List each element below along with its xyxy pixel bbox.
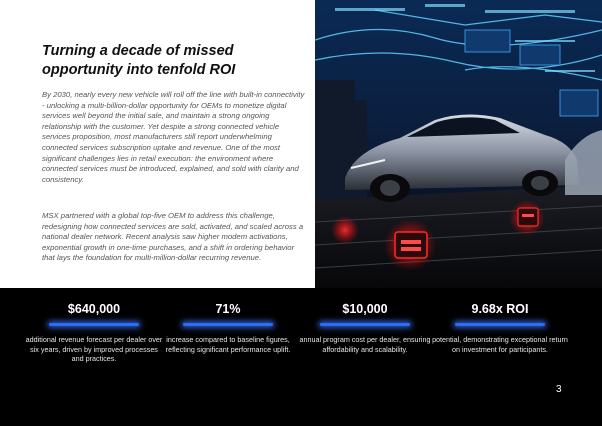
stat-description: additional revenue forecast per dealer o… bbox=[25, 335, 163, 364]
paragraph-intro: By 2030, nearly every new vehicle will r… bbox=[42, 90, 305, 184]
stat-value: 9.68x ROI bbox=[471, 302, 529, 316]
stat-value: 71% bbox=[215, 302, 241, 316]
stat-accent-bar bbox=[455, 323, 545, 326]
page-number: 3 bbox=[556, 384, 562, 395]
stats-bar: $640,000 additional revenue forecast per… bbox=[0, 288, 602, 426]
top-section: Turning a decade of missed opportunity i… bbox=[0, 0, 602, 288]
stat-description: annual program cost per dealer, ensuring… bbox=[299, 335, 431, 354]
stat-accent-bar bbox=[49, 323, 139, 326]
stat-accent-bar bbox=[320, 323, 410, 326]
text-panel: Turning a decade of missed opportunity i… bbox=[0, 0, 315, 288]
headline: Turning a decade of missed opportunity i… bbox=[42, 43, 236, 78]
paragraph-partnership: MSX partnered with a global top-five OEM… bbox=[42, 211, 304, 263]
stat-description: increase compared to baseline figures, r… bbox=[165, 335, 291, 354]
stat-value: $640,000 bbox=[67, 302, 121, 316]
stat-description: potential, demonstrating exceptional ret… bbox=[432, 335, 568, 354]
hero-image-factory-car bbox=[315, 0, 602, 288]
stat-value: $10,000 bbox=[342, 302, 388, 316]
stat-accent-bar bbox=[183, 323, 273, 326]
